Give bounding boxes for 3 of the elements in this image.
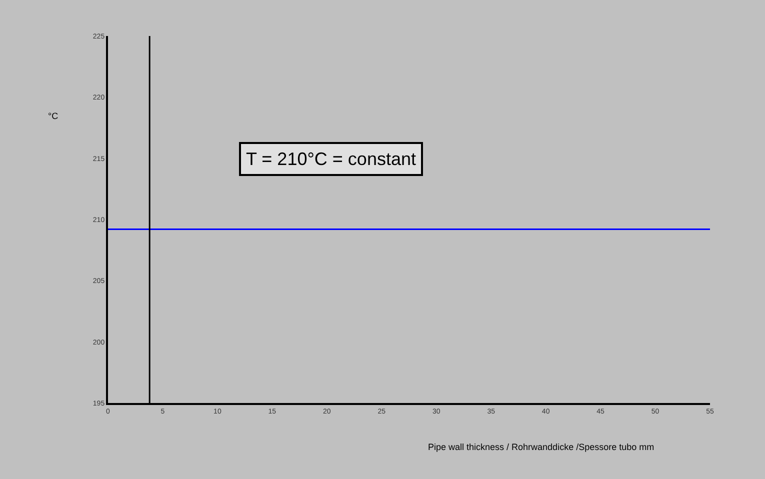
annotation: T = 210°C = constant [246, 149, 416, 169]
y-axis-title: °C [48, 111, 59, 121]
x-axis-title: Pipe wall thickness / Rohrwanddicke /Spessore tubo mm [428, 442, 654, 452]
